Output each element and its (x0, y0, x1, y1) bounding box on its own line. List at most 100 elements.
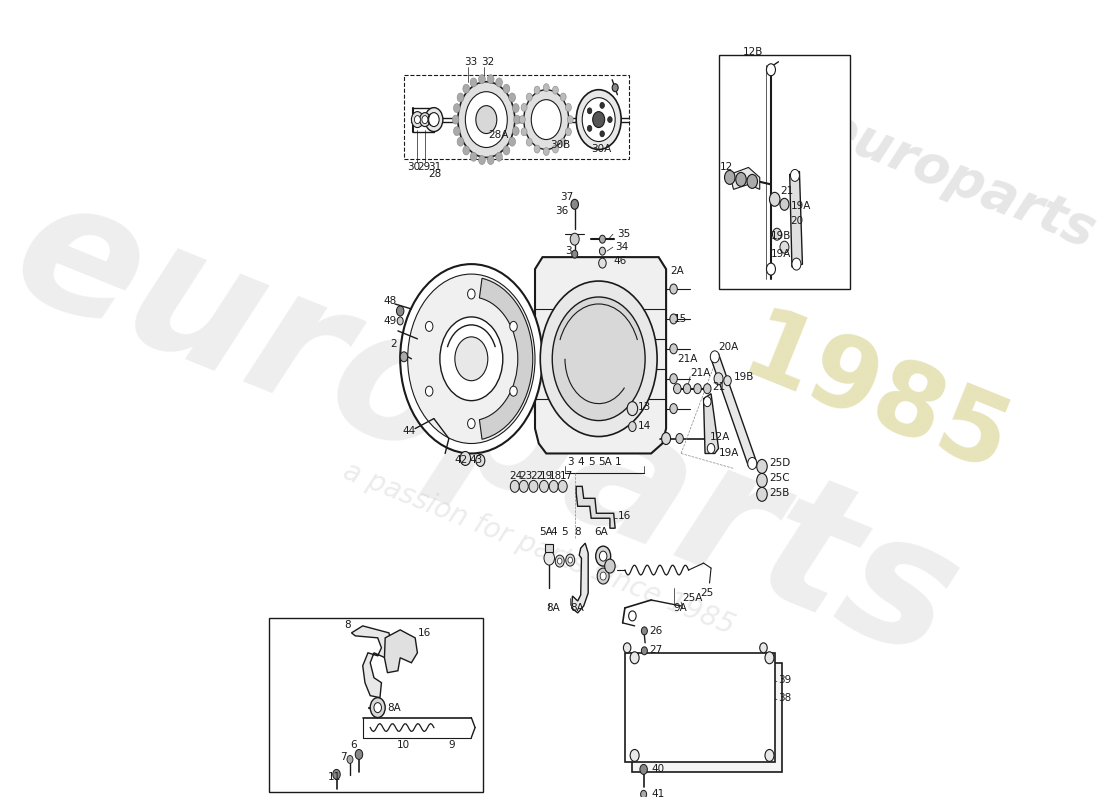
Circle shape (513, 103, 519, 113)
Text: 39: 39 (779, 674, 792, 685)
Circle shape (757, 474, 767, 487)
Circle shape (426, 386, 433, 396)
Text: 3: 3 (565, 246, 572, 256)
Circle shape (560, 138, 566, 146)
Text: 5A: 5A (539, 527, 552, 538)
Polygon shape (790, 171, 802, 267)
Circle shape (630, 750, 639, 762)
Circle shape (600, 551, 607, 561)
Circle shape (670, 314, 678, 324)
Text: 8A: 8A (570, 603, 584, 613)
Text: 26: 26 (650, 626, 663, 636)
Text: 21A: 21A (690, 368, 711, 378)
Circle shape (519, 480, 528, 492)
Circle shape (670, 284, 678, 294)
Circle shape (426, 322, 433, 331)
Circle shape (627, 402, 638, 415)
Circle shape (613, 84, 618, 92)
Circle shape (748, 458, 757, 470)
Circle shape (757, 487, 767, 502)
Circle shape (670, 344, 678, 354)
Circle shape (552, 86, 559, 94)
Circle shape (470, 78, 477, 87)
Circle shape (496, 152, 503, 162)
Text: 2: 2 (390, 339, 397, 349)
Circle shape (607, 117, 613, 122)
Circle shape (411, 112, 424, 127)
Text: europarts: europarts (813, 101, 1100, 258)
Circle shape (792, 258, 801, 270)
Text: 4: 4 (578, 458, 584, 467)
Circle shape (552, 145, 559, 153)
Text: 18: 18 (549, 471, 562, 482)
Text: 15: 15 (673, 314, 686, 324)
Circle shape (346, 755, 353, 763)
Circle shape (558, 480, 568, 492)
Circle shape (453, 126, 460, 135)
Text: 35: 35 (617, 230, 630, 239)
Circle shape (597, 568, 609, 584)
Circle shape (458, 93, 464, 102)
Text: 11: 11 (328, 772, 341, 782)
Text: 46: 46 (614, 256, 627, 266)
Circle shape (670, 374, 678, 384)
Circle shape (568, 116, 573, 123)
Text: 25: 25 (700, 588, 713, 598)
Circle shape (396, 306, 404, 316)
Text: 1985: 1985 (728, 302, 1023, 496)
Text: 49: 49 (384, 316, 397, 326)
Circle shape (605, 559, 615, 573)
Circle shape (526, 138, 532, 146)
Polygon shape (535, 257, 667, 454)
Text: 19B: 19B (734, 372, 754, 382)
Circle shape (453, 103, 460, 113)
Text: 28A: 28A (487, 130, 508, 139)
Circle shape (476, 454, 485, 466)
Circle shape (764, 652, 774, 664)
Circle shape (767, 263, 775, 275)
Text: 21: 21 (713, 382, 726, 392)
Circle shape (509, 138, 516, 146)
Text: 5: 5 (561, 527, 568, 538)
Circle shape (570, 234, 580, 245)
Circle shape (670, 404, 678, 414)
Circle shape (425, 108, 443, 131)
Circle shape (767, 64, 775, 76)
Circle shape (509, 93, 516, 102)
Circle shape (400, 352, 408, 362)
Circle shape (673, 384, 681, 394)
Circle shape (531, 100, 561, 139)
Text: 19A: 19A (791, 202, 811, 211)
Circle shape (463, 84, 470, 93)
Circle shape (661, 433, 671, 445)
Circle shape (509, 386, 517, 396)
Circle shape (397, 317, 404, 325)
Text: 19: 19 (539, 471, 553, 482)
Text: 8: 8 (344, 620, 351, 630)
Text: 12B: 12B (744, 47, 763, 57)
Circle shape (593, 112, 605, 127)
Bar (718, 55, 849, 289)
Text: 20A: 20A (718, 342, 739, 352)
Text: 9: 9 (449, 741, 455, 750)
Circle shape (510, 480, 519, 492)
Text: 42: 42 (455, 455, 469, 466)
Text: 43: 43 (470, 455, 483, 466)
Circle shape (429, 113, 439, 126)
Polygon shape (572, 543, 588, 613)
Circle shape (496, 78, 503, 87)
Circle shape (535, 86, 540, 94)
Circle shape (521, 103, 527, 111)
Circle shape (587, 126, 592, 131)
Bar (632, 662, 782, 772)
Circle shape (476, 106, 497, 134)
Text: 5: 5 (588, 458, 595, 467)
Circle shape (601, 572, 606, 580)
Text: 19A: 19A (718, 449, 739, 458)
Text: 36: 36 (556, 206, 569, 216)
Circle shape (552, 297, 645, 421)
Circle shape (630, 652, 639, 664)
Circle shape (711, 351, 719, 362)
Circle shape (519, 116, 526, 123)
Circle shape (724, 376, 732, 386)
